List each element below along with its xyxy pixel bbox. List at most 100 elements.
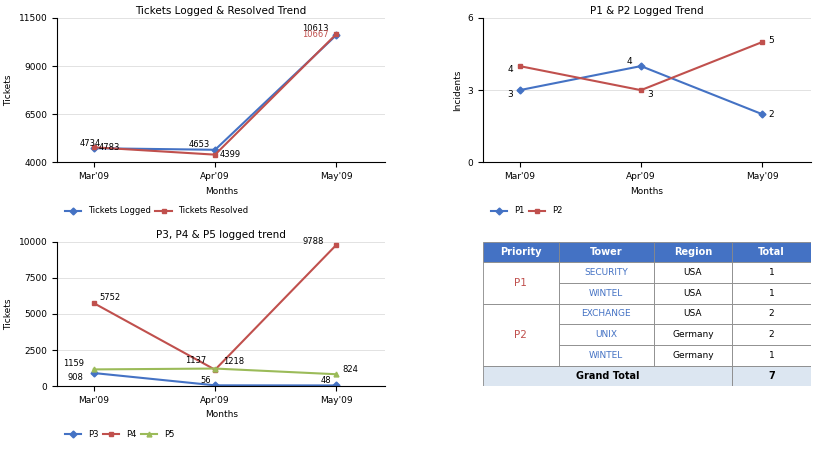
Text: UNIX: UNIX bbox=[595, 330, 617, 339]
P4 bbox=[332, 242, 342, 247]
Y-axis label: Tickets: Tickets bbox=[4, 298, 13, 330]
X-axis label: Months: Months bbox=[631, 187, 663, 196]
Title: P1 & P2 Logged Trend: P1 & P2 Logged Trend bbox=[590, 6, 704, 16]
P5 bbox=[332, 372, 342, 377]
Text: 1: 1 bbox=[768, 268, 775, 277]
Title: Tickets Logged & Resolved Trend: Tickets Logged & Resolved Trend bbox=[135, 6, 307, 16]
Title: P3, P4 & P5 logged trend: P3, P4 & P5 logged trend bbox=[156, 229, 286, 240]
P2 bbox=[636, 88, 646, 93]
P4 bbox=[88, 300, 98, 306]
P5 bbox=[210, 366, 220, 371]
Text: 56: 56 bbox=[201, 375, 211, 384]
Line: P2: P2 bbox=[517, 40, 765, 92]
P5 bbox=[88, 367, 98, 372]
Text: 4: 4 bbox=[627, 57, 632, 66]
Bar bbox=[559, 262, 654, 283]
Bar bbox=[654, 345, 732, 365]
Bar bbox=[483, 304, 559, 365]
Text: Tower: Tower bbox=[590, 247, 622, 257]
Bar bbox=[732, 304, 811, 324]
Tickets Logged bbox=[332, 32, 342, 38]
Line: Tickets Resolved: Tickets Resolved bbox=[91, 31, 339, 157]
Text: EXCHANGE: EXCHANGE bbox=[581, 309, 631, 318]
Text: P2: P2 bbox=[514, 330, 527, 339]
P3 bbox=[88, 370, 98, 376]
Line: P4: P4 bbox=[91, 242, 339, 372]
Legend: Tickets Logged, Tickets Resolved: Tickets Logged, Tickets Resolved bbox=[61, 203, 252, 219]
Bar bbox=[483, 365, 732, 386]
P1 bbox=[514, 88, 524, 93]
P3 bbox=[332, 383, 342, 388]
Bar bbox=[559, 242, 654, 262]
Text: USA: USA bbox=[684, 268, 702, 277]
Bar bbox=[654, 304, 732, 324]
Tickets Logged bbox=[88, 145, 98, 151]
Text: USA: USA bbox=[684, 289, 702, 298]
Tickets Resolved bbox=[210, 152, 220, 157]
Bar bbox=[559, 345, 654, 365]
Text: P1: P1 bbox=[514, 278, 527, 288]
Text: 4653: 4653 bbox=[188, 140, 210, 149]
P1 bbox=[758, 111, 767, 117]
Text: 2: 2 bbox=[768, 110, 774, 119]
Line: P1: P1 bbox=[517, 64, 765, 117]
Text: 4: 4 bbox=[508, 65, 513, 74]
Tickets Resolved bbox=[88, 145, 98, 150]
Bar bbox=[654, 283, 732, 304]
Bar bbox=[654, 324, 732, 345]
Bar bbox=[732, 242, 811, 262]
P4 bbox=[210, 367, 220, 372]
Text: 10613: 10613 bbox=[302, 24, 329, 33]
Text: 824: 824 bbox=[342, 365, 359, 374]
Text: 1: 1 bbox=[768, 351, 775, 360]
Text: Grand Total: Grand Total bbox=[576, 371, 640, 381]
Line: P5: P5 bbox=[91, 366, 339, 377]
Y-axis label: Incidents: Incidents bbox=[453, 70, 462, 111]
Text: 5: 5 bbox=[768, 36, 774, 45]
P1 bbox=[636, 63, 646, 69]
Bar bbox=[483, 242, 559, 262]
Text: 10667: 10667 bbox=[302, 30, 329, 39]
Text: 7: 7 bbox=[768, 371, 775, 381]
Text: 2: 2 bbox=[769, 330, 774, 339]
X-axis label: Months: Months bbox=[205, 410, 238, 419]
Text: 4783: 4783 bbox=[98, 143, 120, 152]
Bar bbox=[559, 324, 654, 345]
Bar bbox=[732, 365, 811, 386]
Text: 1159: 1159 bbox=[63, 359, 84, 368]
Text: 908: 908 bbox=[67, 374, 83, 383]
Text: Total: Total bbox=[758, 247, 785, 257]
Text: WINTEL: WINTEL bbox=[589, 289, 623, 298]
P2 bbox=[514, 63, 524, 69]
Bar bbox=[483, 262, 559, 304]
Bar bbox=[559, 304, 654, 324]
Bar bbox=[732, 345, 811, 365]
Text: 3: 3 bbox=[508, 90, 514, 99]
Text: 48: 48 bbox=[320, 375, 331, 384]
Y-axis label: Tickets: Tickets bbox=[4, 75, 13, 106]
Text: Region: Region bbox=[674, 247, 712, 257]
Text: USA: USA bbox=[684, 309, 702, 318]
P2 bbox=[758, 40, 767, 45]
P3 bbox=[210, 383, 220, 388]
Text: Germany: Germany bbox=[672, 330, 713, 339]
Legend: P1, P2: P1, P2 bbox=[487, 203, 566, 219]
Tickets Resolved bbox=[332, 31, 342, 37]
Text: SECURITY: SECURITY bbox=[584, 268, 628, 277]
Line: P3: P3 bbox=[91, 370, 339, 388]
Text: 3: 3 bbox=[647, 90, 653, 99]
Text: 5752: 5752 bbox=[100, 293, 121, 302]
Text: 1137: 1137 bbox=[185, 356, 206, 365]
Text: 4399: 4399 bbox=[220, 150, 241, 159]
Tickets Logged bbox=[210, 147, 220, 153]
Bar bbox=[654, 242, 732, 262]
X-axis label: Months: Months bbox=[205, 187, 238, 196]
Legend: P3, P4, P5: P3, P4, P5 bbox=[61, 427, 178, 443]
Bar bbox=[732, 262, 811, 283]
Text: 1: 1 bbox=[768, 289, 775, 298]
Bar bbox=[732, 324, 811, 345]
Bar bbox=[654, 262, 732, 283]
Bar bbox=[559, 283, 654, 304]
Text: 2: 2 bbox=[769, 309, 774, 318]
Bar bbox=[732, 283, 811, 304]
